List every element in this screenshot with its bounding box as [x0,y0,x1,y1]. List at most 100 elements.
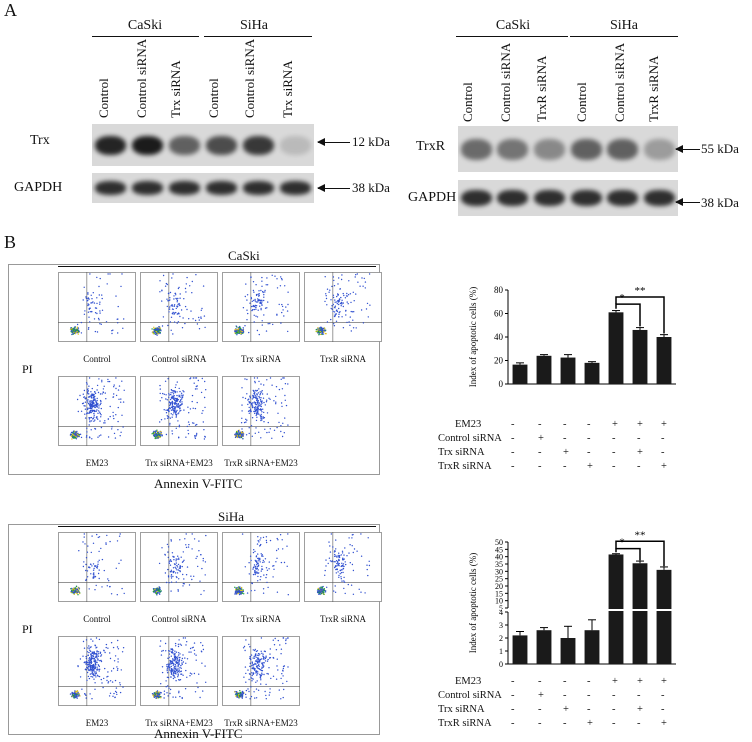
flow-event-dot [169,403,171,406]
flow-event-dot [174,401,177,403]
flow-event-dot [202,421,204,423]
flow-event-dot [265,656,267,659]
flow-event-dot [74,433,76,435]
flow-event-dot [354,276,356,278]
flow-event-dot [171,651,173,653]
flow-event-dot [194,691,197,693]
flow-event-dot [89,400,91,402]
flow-event-dot [174,402,176,405]
flow-event-dot [85,697,87,699]
flow-event-dot [173,305,176,307]
flow-event-dot [260,537,262,539]
flow-event-dot [185,644,187,646]
flow-event-dot [173,655,176,657]
flow-event-dot [83,533,85,535]
flow-event-dot [158,694,160,696]
flow-event-dot [334,555,336,558]
flow-event-dot [179,297,181,299]
flow-event-dot [234,593,236,595]
flow-event-dot [169,560,171,562]
flow-event-dot [160,654,163,656]
flow-event-dot [92,666,94,668]
flow-event-dot [264,650,266,653]
flow-event-dot [93,302,96,304]
flow-event-dot [100,660,103,663]
condition-sign: + [587,461,593,472]
flow-event-dot [191,400,193,403]
flow-event-dot [256,560,258,562]
flow-event-dot [262,417,264,419]
flow-event-dot [276,537,278,540]
flow-event-dot [246,309,248,311]
flow-event-dot [101,393,103,395]
flow-event-dot [259,415,261,417]
flow-event-dot [119,533,121,535]
flow-event-dot [265,330,268,332]
bar [608,312,624,384]
flow-event-dot [282,670,284,672]
flow-event-dot [88,645,90,647]
flow-event-dot [278,689,280,691]
condition-row-label: EM23 [455,419,482,430]
flow-event-dot [254,432,256,434]
flow-event-dot [257,553,259,555]
flow-event-dot [169,564,172,566]
flow-event-dot [280,402,283,404]
flow-event-dot [318,589,320,591]
flow-event-dot [78,434,80,436]
flow-event-dot [119,435,121,437]
flow-event-dot [261,301,263,303]
flow-event-dot [235,434,237,436]
flow-event-dot [175,427,177,429]
flow-event-dot [334,301,336,303]
flow-event-dot [84,401,87,403]
flow-event-dot [158,562,161,565]
flow-event-dot [121,380,123,382]
flow-event-dot [277,639,279,642]
flow-event-dot [153,432,155,434]
flow-event-dot [244,666,247,668]
flow-event-dot [254,411,256,413]
flow-event-dot [90,551,92,554]
flow-event-dot [92,542,95,544]
flow-event-dot [200,309,202,311]
flow-cytometry-plot [58,636,136,706]
flow-event-dot [185,546,188,549]
flow-event-dot [198,316,200,319]
flow-event-dot [234,433,236,436]
flow-event-dot [251,406,254,409]
flow-event-dot [77,691,79,694]
flow-event-dot [99,393,102,395]
flow-event-dot [325,565,327,567]
flow-event-dot [240,433,243,436]
flow-event-dot [177,420,179,422]
bar [584,362,600,384]
flow-event-dot [180,404,182,407]
flow-event-dot [262,662,264,664]
flow-event-dot [88,298,90,300]
flow-event-dot [240,694,242,696]
flow-event-dot [166,283,168,286]
flow-event-dot [98,405,100,407]
flow-event-dot [92,399,95,401]
flow-event-dot [260,683,262,685]
flow-event-dot [176,381,178,383]
flow-event-dot [338,556,341,559]
flow-event-dot [174,676,176,679]
flow-event-dot [99,301,101,303]
flow-event-dot [166,298,168,300]
flow-event-dot [159,388,161,390]
flow-event-dot [202,560,204,562]
flow-event-dot [242,331,245,333]
flow-event-dot [252,551,255,554]
flow-event-dot [174,642,177,645]
flow-caption: TrxR siRNA+EM23 [224,458,298,468]
flow-event-dot [173,659,175,661]
flow-event-dot [259,653,261,655]
flow-event-dot [174,566,176,568]
flow-event-dot [263,314,265,316]
flow-event-dot [246,299,248,301]
flow-event-dot [269,653,271,655]
flow-event-dot [262,291,264,294]
flow-event-dot [72,589,75,591]
